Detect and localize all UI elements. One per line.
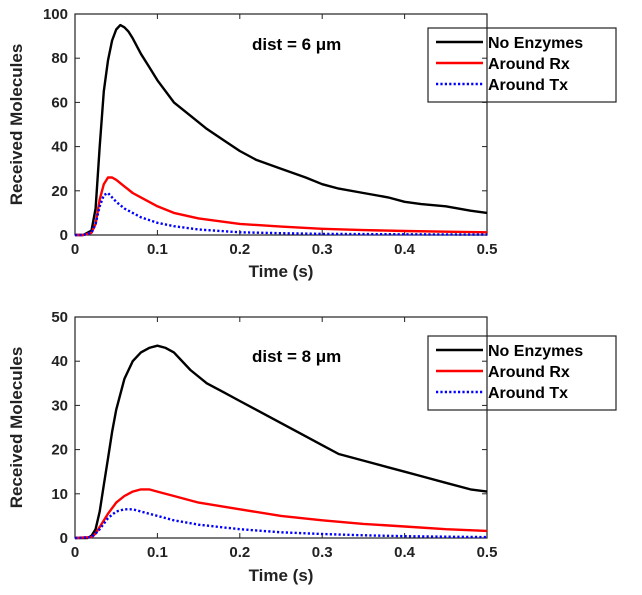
annotation-top: dist = 6 μm: [252, 35, 341, 54]
series-line-no-enzymes: [75, 23, 488, 237]
y-tick-label: 20: [51, 183, 68, 200]
x-tick-label: 0: [71, 544, 79, 561]
y-tick-label: 0: [60, 227, 68, 244]
legend-box-bottom: [427, 335, 617, 411]
legend-bottom: No Enzymes Around Rx Around Tx: [427, 335, 617, 411]
plot-area-top: [74, 13, 488, 236]
legend-label-no-enzymes: No Enzymes: [488, 35, 583, 52]
legend-label-around-tx: Around Tx: [488, 385, 568, 402]
legend-label-around-rx: Around Rx: [488, 56, 570, 73]
chart-bottom: 0 0.1 0.2 0.3 0.4 0.5 0 10 20 30 40 50 Time (s) Rec…: [7, 309, 617, 585]
plot-area-bottom: [74, 316, 488, 539]
y-tick-label: 50: [51, 309, 68, 326]
y-tick-label: 20: [51, 442, 68, 459]
y-axis-label-top: Received Molecules: [7, 44, 26, 206]
x-axis-label-bottom: Time (s): [249, 566, 314, 585]
x-axis-label-top: Time (s): [249, 262, 314, 281]
y-tick-label: 30: [51, 397, 68, 414]
x-tick-label: 0.2: [229, 241, 250, 258]
x-tick-label: 0.4: [394, 241, 416, 258]
y-axis-label-bottom: Received Molecules: [7, 347, 26, 509]
legend-top: No Enzymes Around Rx Around Tx: [427, 27, 617, 103]
y-tick-label: 10: [51, 486, 68, 503]
y-tick-label: 40: [51, 139, 68, 156]
annotation-bottom: dist = 8 μm: [252, 347, 341, 366]
series-line-no-enzymes: [75, 344, 488, 540]
legend-label-no-enzymes: No Enzymes: [488, 343, 583, 360]
x-tick-label: 0.5: [477, 544, 498, 561]
y-tick-label: 40: [51, 353, 68, 370]
tick-labels-top: 0 0.1 0.2 0.3 0.4 0.5 0 20 40 60 80 100: [43, 6, 497, 258]
x-tick-label: 0: [71, 241, 79, 258]
y-tick-label: 80: [51, 50, 68, 67]
series-line-around-tx: [75, 191, 488, 237]
series-line-around-rx: [75, 176, 488, 237]
legend-label-around-rx: Around Rx: [488, 364, 570, 381]
y-tick-label: 60: [51, 94, 68, 111]
series-layer-bottom: [74, 344, 488, 540]
x-tick-label: 0.5: [477, 241, 498, 258]
y-tick-label: 0: [60, 530, 68, 547]
tick-labels-bottom: 0 0.1 0.2 0.3 0.4 0.5 0 10 20 30 40 50: [51, 309, 497, 561]
legend-label-around-tx: Around Tx: [488, 77, 568, 94]
x-tick-label: 0.1: [147, 544, 168, 561]
x-tick-label: 0.3: [312, 241, 333, 258]
chart-top: 0 0.1 0.2 0.3 0.4 0.5 0 20 40 60 80 100 Time (s) Re…: [7, 6, 617, 281]
series-line-around-rx: [74, 488, 488, 540]
legend-box-top: [427, 27, 617, 103]
y-tick-label: 100: [43, 6, 68, 23]
x-tick-label: 0.2: [229, 544, 250, 561]
x-tick-label: 0.1: [147, 241, 168, 258]
series-layer-top: [75, 23, 488, 237]
x-tick-label: 0.4: [394, 544, 416, 561]
series-line-around-tx: [74, 508, 488, 540]
x-tick-label: 0.3: [312, 544, 333, 561]
